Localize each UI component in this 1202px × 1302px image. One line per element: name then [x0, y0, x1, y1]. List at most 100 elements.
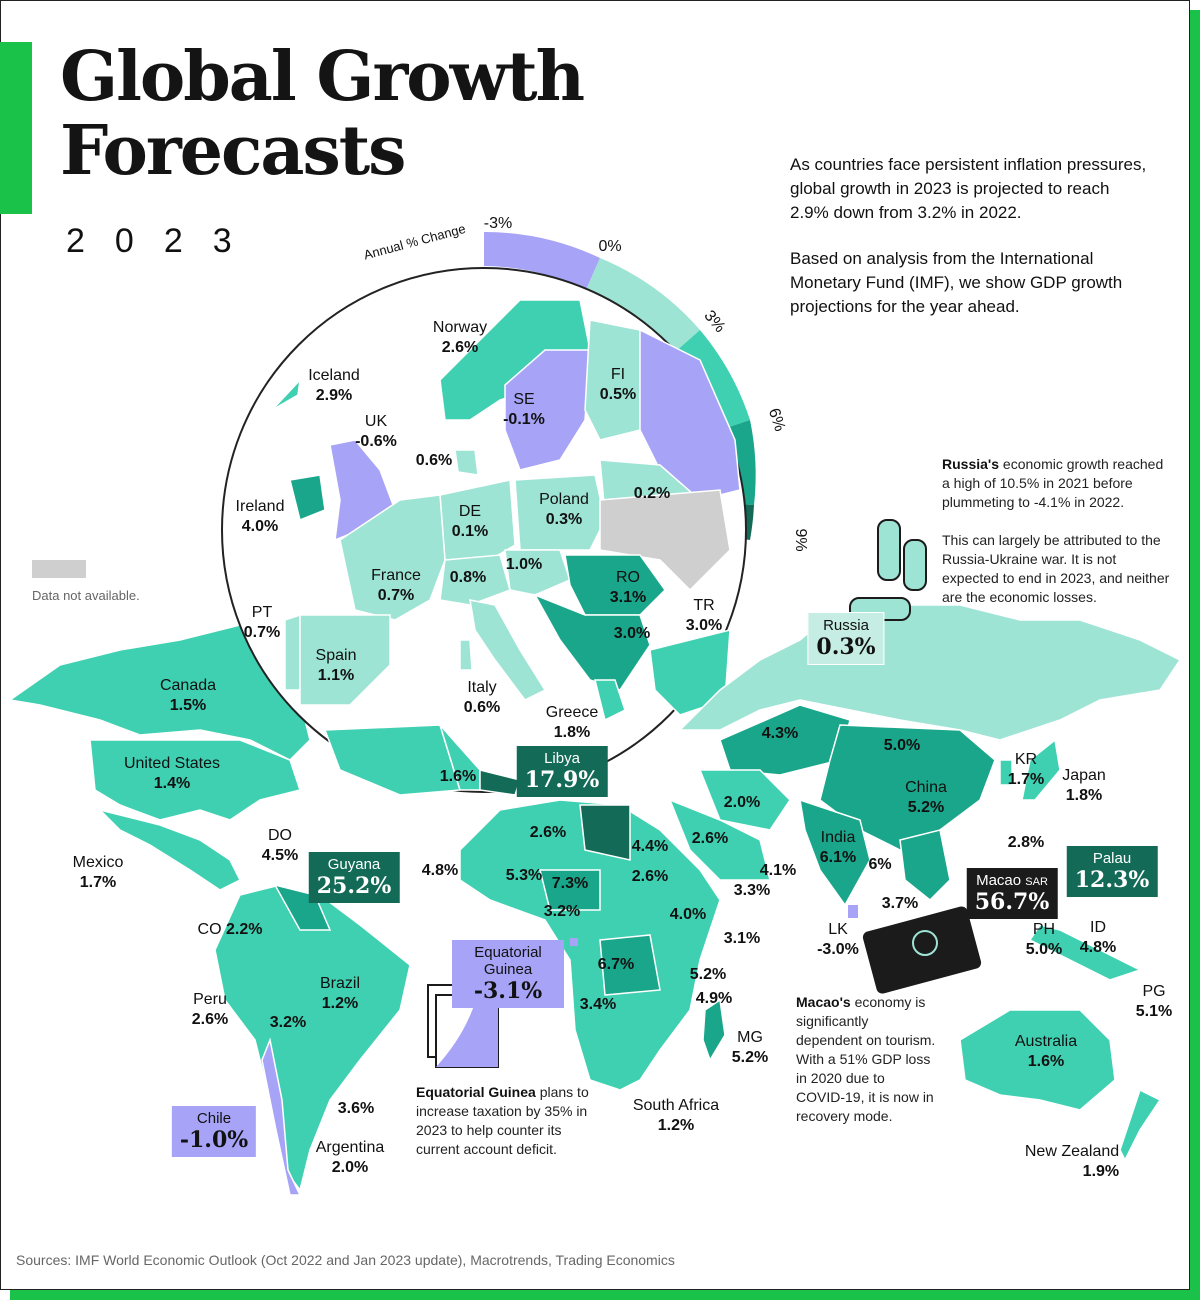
- label-egypt-value: 4.4%: [631, 838, 669, 855]
- callout-chile: Chile -1.0%: [171, 1106, 257, 1157]
- label-norway: Norway 2.6%: [432, 319, 488, 356]
- legend-tick-9: 9%: [792, 528, 809, 552]
- indonesia-shape: [1028, 924, 1142, 981]
- italy-shape: [469, 599, 547, 701]
- legend-tick-0: 0%: [598, 238, 622, 255]
- intro-paragraph-1: As countries face persistent inflation p…: [790, 155, 1147, 222]
- label-italy: Italy 0.6%: [463, 679, 501, 716]
- russia-shape: [678, 604, 1182, 741]
- label-kr: KR 1.7%: [1007, 751, 1045, 788]
- label-baltic-value: 0.2%: [633, 485, 671, 502]
- label-benelux-value: 0.8%: [449, 569, 487, 586]
- label-yemen-value: 3.3%: [733, 882, 771, 899]
- greece-shape: [594, 679, 626, 722]
- callout-macao: Macao SAR 56.7%: [966, 868, 1058, 919]
- label-co: CO 2.2%: [197, 921, 263, 938]
- label-somalia-value: 3.1%: [723, 930, 761, 947]
- label-saudi-value: 2.6%: [691, 830, 729, 847]
- label-ethiopia-value: 4.0%: [669, 906, 707, 923]
- label-mexico: Mexico 1.7%: [72, 854, 124, 891]
- label-iceland: Iceland 2.9%: [308, 367, 360, 404]
- label-algeria-value: 2.6%: [529, 824, 567, 841]
- label-ph: PH 5.0%: [1025, 921, 1063, 958]
- title-line-1: Global Growth: [60, 37, 585, 117]
- label-kenya-value: 5.2%: [689, 966, 727, 983]
- note-equatorial-guinea: Equatorial Guinea plans to increase taxa…: [416, 1084, 589, 1157]
- drc-shape: [599, 934, 661, 996]
- label-tr: TR 3.0%: [685, 597, 723, 634]
- label-pg: PG 5.1%: [1135, 983, 1173, 1020]
- label-fi: FI 0.5%: [599, 366, 637, 403]
- label-mg: MG 5.2%: [731, 1029, 769, 1066]
- label-france: France 0.7%: [371, 567, 421, 604]
- label-do: DO 4.5%: [261, 827, 299, 864]
- portugal-shape: [284, 613, 301, 691]
- label-iran-value: 2.0%: [723, 794, 761, 811]
- intro-paragraph-2: Based on analysis from the International…: [790, 249, 1123, 316]
- label-japan: Japan 1.8%: [1062, 767, 1106, 804]
- label-uruguay-value: 3.6%: [337, 1100, 375, 1117]
- benelux-alpine-shape: [439, 554, 511, 606]
- label-ireland: Ireland 4.0%: [235, 498, 285, 535]
- saudi-shape: [668, 798, 771, 881]
- madagascar-shape: [702, 998, 726, 1062]
- passport-icon: [862, 906, 982, 994]
- north-africa-inset-shape: [323, 724, 461, 796]
- label-united-states: United States 1.4%: [123, 755, 221, 792]
- ireland-shape: [289, 474, 326, 522]
- france-shape: [339, 494, 446, 621]
- sri-lanka-shape: [848, 905, 858, 918]
- label-brazil: Brazil 1.2%: [319, 975, 361, 1012]
- eq-guinea-shape: [570, 938, 578, 946]
- sardinia-shape: [459, 639, 473, 671]
- chile-shape: [261, 1037, 302, 1196]
- intro-text: As countries face persistent inflation p…: [790, 153, 1150, 341]
- label-balkans-value: 3.0%: [613, 625, 651, 642]
- south-america-shape: [214, 884, 411, 1192]
- label-australia: Australia 1.6%: [1014, 1033, 1078, 1070]
- korea-shape: [999, 759, 1013, 786]
- label-mongolia-value: 5.0%: [883, 737, 921, 754]
- label-angola-value: 3.4%: [579, 996, 617, 1013]
- india-shape: [799, 798, 871, 907]
- label-tanzania-value: 4.9%: [695, 990, 733, 1007]
- callout-palau: Palau 12.3%: [1066, 846, 1158, 897]
- label-th-value: 3.7%: [881, 895, 919, 912]
- label-uk: UK -0.6%: [355, 413, 397, 450]
- bullet-icon-1: [877, 519, 901, 581]
- label-de: DE 0.1%: [451, 503, 489, 540]
- label-seasia-value: 6%: [868, 856, 892, 873]
- label-id: ID 4.8%: [1079, 919, 1117, 956]
- passport-illustration: [862, 906, 982, 994]
- passport-globe-icon: [912, 930, 938, 956]
- label-china: China 5.2%: [905, 779, 947, 816]
- title-accent-bar: [0, 42, 32, 214]
- label-west-africa-value: 4.8%: [421, 862, 459, 879]
- new-zealand-shape: [1119, 1088, 1162, 1162]
- label-niger-value: 7.3%: [551, 875, 589, 892]
- label-nigeria-value: 3.2%: [543, 903, 581, 920]
- poland-shape: [514, 474, 606, 551]
- label-new-zealand: New Zealand 1.9%: [1024, 1143, 1120, 1180]
- ukraine-no-data-shape: [599, 489, 731, 592]
- label-lk: LK -3.0%: [817, 921, 859, 958]
- arc-low: [586, 258, 700, 352]
- arc-negative: [484, 231, 600, 290]
- label-pt: PT 0.7%: [243, 604, 281, 641]
- guyana-region-shape: [273, 883, 332, 931]
- label-greece: Greece 1.8%: [545, 704, 599, 741]
- bullet-icon-2: [903, 539, 927, 591]
- label-canada: Canada 1.5%: [159, 677, 217, 714]
- callout-libya: Libya 17.9%: [516, 746, 608, 797]
- frame-shadow-bottom: [10, 1290, 1200, 1300]
- label-oman-value: 4.1%: [759, 862, 797, 879]
- label-argentina: Argentina 2.0%: [315, 1139, 385, 1176]
- label-south-africa: South Africa 1.2%: [632, 1097, 720, 1134]
- iceland-shape: [271, 377, 302, 411]
- denmark-shape: [454, 449, 479, 476]
- note-macao: Macao's economy is significantly depende…: [796, 994, 936, 1124]
- sweden-shape: [504, 349, 591, 471]
- australia-shape: [959, 1009, 1116, 1111]
- europe-inset-map: [271, 299, 741, 796]
